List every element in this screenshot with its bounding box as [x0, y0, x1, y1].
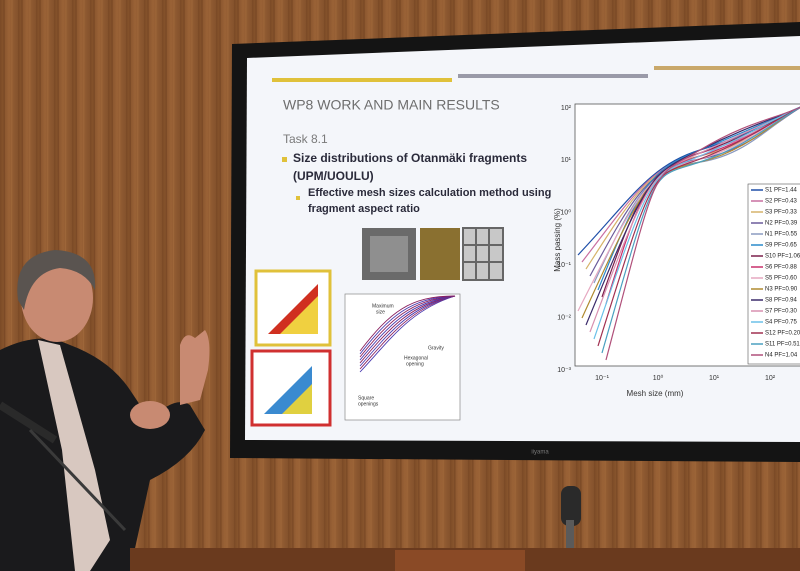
legend-entry: S2 PF=0.43	[765, 199, 798, 205]
header-bar	[458, 74, 648, 78]
legend-entry: N4 PF=1.04	[765, 353, 798, 359]
small-curve	[359, 295, 456, 355]
square-grid	[463, 228, 503, 280]
small-chart-frame	[344, 293, 461, 421]
legend-entry: S11 PF=0.51	[765, 342, 800, 348]
curve	[593, 106, 800, 340]
small-curve	[359, 295, 456, 352]
bullet-text: (UPM/UOULU)	[293, 169, 374, 183]
small-chart-label: Maximum	[372, 303, 394, 309]
legend-entry: S7 PF=0.30	[765, 309, 798, 315]
legend-entry: S8 PF=0.94	[765, 298, 798, 304]
y-tick-label: 10⁻¹	[557, 262, 571, 269]
legend-entry: S5 PF=0.60	[765, 276, 798, 282]
curve	[601, 106, 800, 354]
legend-entry: S9 PF=0.65	[765, 243, 798, 249]
curve	[597, 106, 800, 347]
small-curve	[359, 295, 456, 358]
legend-entry: S4 PF=0.75	[765, 320, 798, 326]
legend-entry: S10 PF=1.06	[765, 254, 800, 260]
monitor-brand: iiyama	[531, 450, 549, 456]
legend-entry: S12 PF=0.20	[765, 331, 800, 337]
small-chart-label: openings	[358, 401, 379, 407]
microphone-left	[0, 401, 58, 444]
small-chart-label: Square	[358, 395, 374, 401]
small-curve	[359, 295, 456, 370]
small-chart-label: Hexagonal	[404, 355, 428, 361]
legend-entry: S1 PF=1.44	[765, 188, 798, 194]
y-tick-label: 10⁻²	[557, 314, 571, 321]
heatmap	[280, 296, 318, 334]
small-chart-label: size	[376, 309, 385, 315]
x-tick-label: 10²	[765, 375, 776, 382]
microphone-stand	[28, 428, 127, 532]
y-axis-label: Mass passing (%)	[553, 208, 562, 272]
bullet-marker	[282, 157, 287, 162]
legend-entry: S6 PF=0.88	[765, 265, 798, 271]
chair	[395, 550, 525, 571]
curve	[605, 106, 800, 361]
small-curve	[359, 295, 456, 367]
task-label: Task 8.1	[283, 132, 328, 146]
slide-title: WP8 WORK AND MAIN RESULTS	[283, 97, 500, 113]
small-curve	[359, 295, 456, 361]
legend-entry: S3 PF=0.33	[765, 210, 798, 216]
x-tick-label: 10⁰	[653, 374, 664, 382]
person-hand	[130, 401, 170, 429]
small-curve	[359, 295, 456, 373]
y-tick-label: 10⁰	[560, 209, 571, 217]
curve	[585, 106, 800, 326]
person-shirt	[38, 340, 110, 571]
legend-entry: N3 PF=0.90	[765, 287, 798, 293]
small-chart-label: opening	[406, 361, 424, 367]
x-tick-label: 10⁻¹	[595, 375, 609, 382]
person-hand	[180, 330, 210, 405]
small-chart-curves	[359, 295, 456, 373]
sub-bullet-text: Effective mesh sizes calculation method …	[308, 187, 551, 199]
y-tick-label: 10⁻³	[557, 367, 571, 374]
y-tick-label: 10²	[561, 105, 572, 112]
chart-curves	[577, 106, 800, 361]
person-hair	[17, 250, 96, 310]
header-bar	[654, 66, 800, 70]
small-curve	[359, 295, 456, 364]
bullet-text: Size distributions of Otanmäki fragments	[293, 151, 527, 165]
photo-square	[462, 227, 504, 281]
photo-sieve-detail	[370, 236, 408, 272]
header-bar	[272, 78, 452, 82]
microphone-stem	[566, 520, 574, 571]
small-chart-label: Gravity	[428, 345, 444, 351]
sub-bullet-text: fragment aspect ratio	[308, 203, 420, 215]
x-tick-label: 10¹	[709, 375, 720, 382]
legend	[747, 183, 800, 365]
y-tick-label: 10¹	[561, 157, 572, 164]
photo-hexagonal	[420, 228, 460, 280]
microphone-right	[561, 486, 581, 526]
bullet-marker	[296, 196, 300, 200]
legend-entry: N1 PF=0.55	[765, 232, 798, 238]
legend-entry: N2 PF=0.39	[765, 221, 798, 227]
x-axis-label: Mesh size (mm)	[627, 389, 684, 398]
heatmap	[282, 384, 312, 414]
